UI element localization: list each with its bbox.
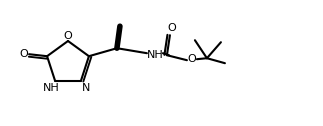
Text: N: N bbox=[82, 83, 90, 93]
Text: NH: NH bbox=[147, 50, 163, 60]
Text: O: O bbox=[20, 49, 28, 59]
Text: O: O bbox=[64, 31, 72, 41]
Text: NH: NH bbox=[43, 83, 59, 93]
Text: O: O bbox=[168, 23, 176, 33]
Text: O: O bbox=[188, 54, 196, 64]
